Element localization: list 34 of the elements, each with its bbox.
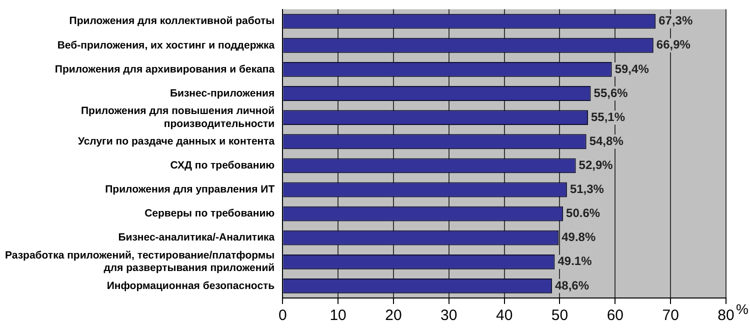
x-tick-label: 50	[551, 307, 568, 324]
x-tick-label: 10	[330, 307, 346, 324]
y-tick-label: Приложения для архивирования и бекапа	[54, 63, 275, 76]
x-tick-label: 0	[278, 307, 287, 324]
y-tick-label: Веб-приложения, их хостинг и поддержка	[57, 39, 275, 52]
y-tick-label: СХД по требованию	[170, 160, 275, 172]
x-tick-label: 20	[385, 307, 402, 324]
data-label: 52,9%	[578, 158, 614, 172]
y-tick-label: Приложения для повышения личной производительности	[80, 105, 275, 130]
y-tick-label: Серверы по требованию	[144, 208, 275, 220]
x-tick-label: 30	[440, 307, 458, 324]
x-axis-title: %	[736, 300, 748, 317]
data-label: 54,8%	[589, 134, 624, 148]
data-label: 67,3%	[658, 14, 693, 28]
data-label: 51,3%	[570, 182, 604, 196]
data-label: 55,6%	[594, 86, 628, 100]
data-label: 55,1%	[591, 110, 626, 124]
y-tick-label: Бизнес-аналитика/-Аналитика	[118, 232, 275, 244]
y-tick-label: Разработка приложений, тестирование/платформы для развертывания приложений	[4, 250, 275, 274]
y-tick-label: Бизнес-приложения	[170, 87, 275, 100]
x-tick-label: 70	[662, 307, 679, 324]
y-tick-label: Приложения для управления ИТ	[105, 184, 276, 196]
y-tick-label: Приложения для коллективной работы	[69, 15, 275, 28]
data-label: 49.1%	[558, 254, 592, 268]
x-tick-label: 40	[496, 307, 513, 324]
x-tick-label: 60	[606, 307, 624, 324]
y-tick-label: Информационная безопасность	[106, 280, 276, 292]
data-label: 50.6%	[566, 206, 600, 220]
data-label: 59,4%	[614, 62, 650, 76]
x-tick-label: 80	[718, 307, 734, 324]
y-tick-label: Услуги по раздаче данных и контента	[78, 136, 275, 148]
data-label: 49.8%	[562, 230, 596, 244]
data-label: 66,9%	[656, 38, 691, 52]
data-label: 48,6%	[554, 278, 590, 292]
